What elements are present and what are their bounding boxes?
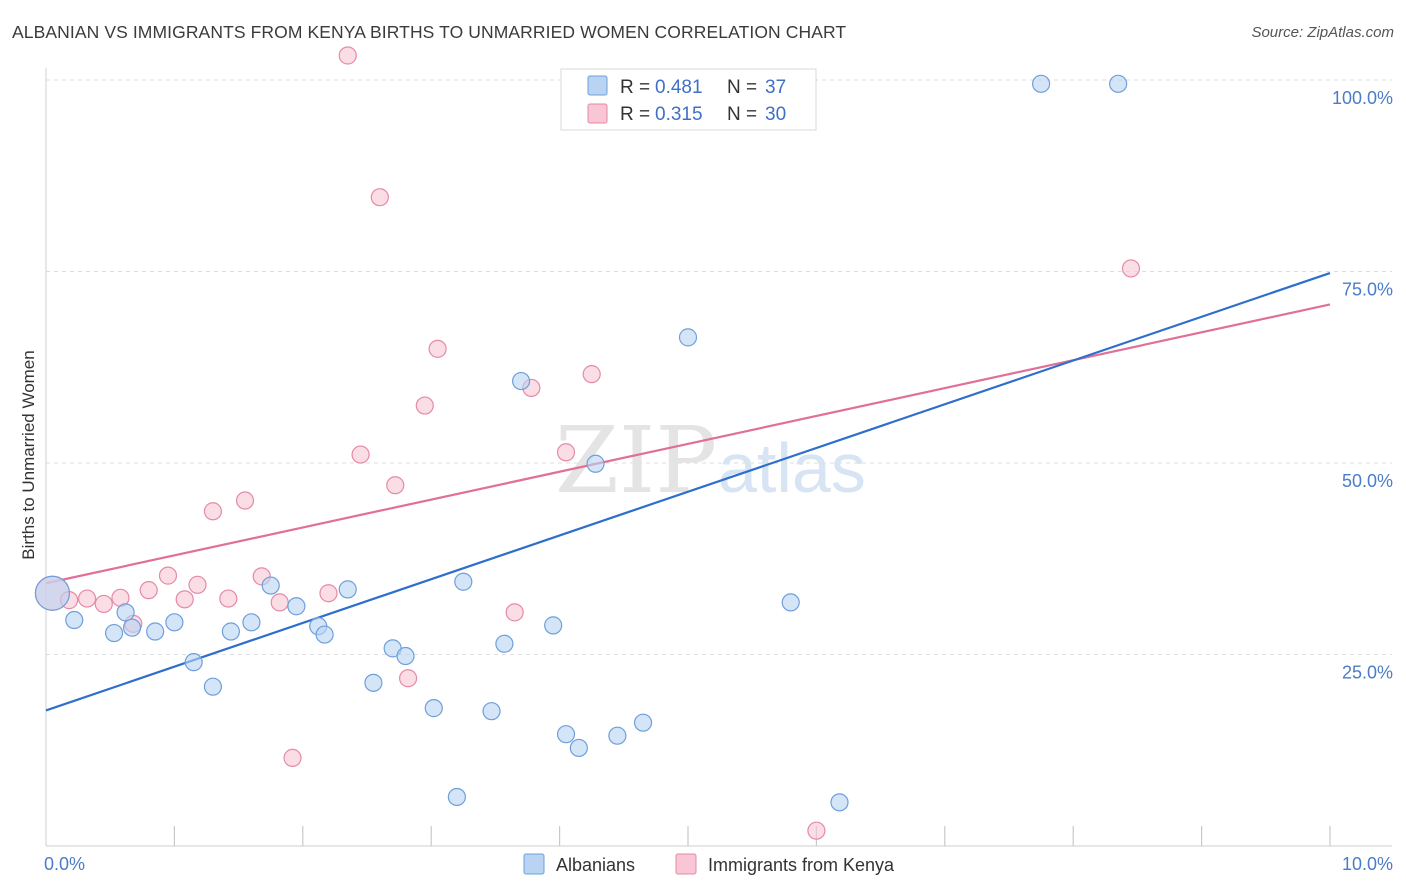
legend-r-label-albanians: R = [620, 77, 650, 98]
point-albanians-7 [184, 653, 203, 672]
point-kenya-20 [386, 476, 405, 495]
point-albanians-18 [396, 646, 415, 666]
point-albanians-5 [146, 622, 165, 641]
point-kenya-6 [139, 581, 158, 600]
data-points [34, 46, 1141, 840]
point-albanians-1 [65, 610, 84, 630]
legend-r-value-kenya: 0.315 [655, 104, 703, 125]
point-albanians-24 [511, 371, 531, 391]
y-tick-label-0: 25.0% [1342, 663, 1393, 683]
point-albanians-21 [454, 572, 473, 591]
series-legend-swatch-albanians [523, 853, 545, 875]
point-albanians-10 [242, 613, 261, 632]
point-kenya-29 [1121, 259, 1141, 278]
point-albanians-36 [1109, 74, 1128, 93]
series-legend-label-albanians: Albanians [556, 855, 635, 875]
point-kenya-8 [175, 590, 194, 609]
point-albanians-30 [633, 713, 653, 732]
point-kenya-22 [415, 396, 434, 415]
point-kenya-9 [188, 575, 207, 594]
point-albanians-32 [678, 328, 698, 347]
x-tick-label-0: 0.0% [44, 854, 85, 874]
point-albanians-4 [122, 618, 142, 637]
point-albanians-12 [287, 597, 306, 616]
point-kenya-16 [319, 584, 338, 603]
y-axis-label: Births to Unmarried Women [19, 350, 38, 559]
point-albanians-26 [556, 725, 576, 744]
point-albanians-35 [1031, 74, 1051, 93]
watermark-atlas: atlas [718, 429, 866, 507]
point-albanians-15 [338, 580, 357, 599]
point-albanians-16 [364, 673, 383, 692]
series-legend-label-kenya: Immigrants from Kenya [708, 855, 895, 875]
trend-line-albanians [45, 271, 1331, 712]
point-kenya-2 [77, 589, 97, 608]
series-legend-swatch-kenya [675, 853, 697, 875]
point-kenya-12 [235, 491, 255, 510]
x-tick-labels: 0.0% 10.0% [44, 854, 1393, 874]
point-kenya-15 [283, 748, 302, 768]
axes [45, 68, 1392, 847]
point-kenya-18 [351, 445, 370, 464]
source-credit: Source: ZipAtlas.com [1251, 24, 1394, 41]
point-albanians-27 [569, 738, 588, 758]
point-albanians-3 [104, 623, 124, 643]
point-albanians-2 [116, 603, 135, 622]
point-kenya-17 [338, 46, 357, 65]
point-kenya-26 [556, 443, 576, 462]
point-albanians-19 [424, 699, 443, 718]
point-kenya-24 [505, 603, 524, 622]
y-tick-label-3: 100.0% [1332, 88, 1393, 108]
series-legend: Albanians Immigrants from Kenya [523, 853, 895, 875]
point-albanians-28 [586, 454, 605, 473]
point-kenya-23 [428, 339, 447, 358]
legend-n-label-albanians: N = [727, 77, 757, 98]
point-albanians-22 [482, 702, 501, 721]
chart-title: ALBANIAN VS IMMIGRANTS FROM KENYA BIRTHS… [12, 22, 847, 42]
legend-swatch-albanians [587, 75, 608, 96]
y-tick-labels: 25.0% 50.0% 75.0% 100.0% [1332, 88, 1393, 683]
legend-swatch-kenya [587, 103, 608, 124]
point-albanians-29 [608, 726, 627, 745]
grid-lines [46, 79, 1392, 655]
point-kenya-3 [94, 594, 113, 614]
point-kenya-19 [370, 188, 389, 207]
point-albanians-14 [315, 625, 334, 644]
point-kenya-11 [219, 589, 238, 608]
legend-n-value-kenya: 30 [765, 104, 786, 125]
point-albanians-6 [165, 613, 184, 632]
stats-legend: R = 0.481 N = 37 R = 0.315 N = 30 [560, 68, 817, 131]
trend-line-kenya [45, 303, 1331, 585]
legend-n-value-albanians: 37 [765, 77, 786, 98]
y-tick-label-2: 75.0% [1342, 280, 1393, 300]
point-albanians-8 [203, 677, 223, 696]
point-albanians-20 [447, 787, 466, 807]
watermark-zip: ZIP [555, 407, 717, 514]
point-kenya-14 [270, 593, 289, 612]
watermark: ZIP atlas [555, 407, 866, 514]
legend-n-label-kenya: N = [727, 104, 757, 125]
point-kenya-10 [203, 502, 223, 521]
point-albanians-25 [544, 616, 563, 635]
point-kenya-28 [807, 821, 826, 840]
point-albanians-11 [261, 576, 280, 595]
point-kenya-21 [398, 669, 418, 688]
trend-lines [45, 271, 1331, 712]
legend-r-value-albanians: 0.481 [655, 77, 703, 98]
point-albanians-23 [495, 634, 514, 653]
point-albanians-33 [781, 593, 800, 612]
y-tick-label-1: 50.0% [1342, 471, 1393, 491]
point-kenya-27 [582, 365, 601, 384]
point-albanians-0 [34, 575, 71, 611]
x-tick-label-1: 10.0% [1342, 854, 1393, 874]
legend-r-label-kenya: R = [620, 104, 650, 125]
point-albanians-9 [221, 622, 240, 641]
point-kenya-7 [158, 566, 178, 585]
point-albanians-34 [830, 793, 849, 812]
